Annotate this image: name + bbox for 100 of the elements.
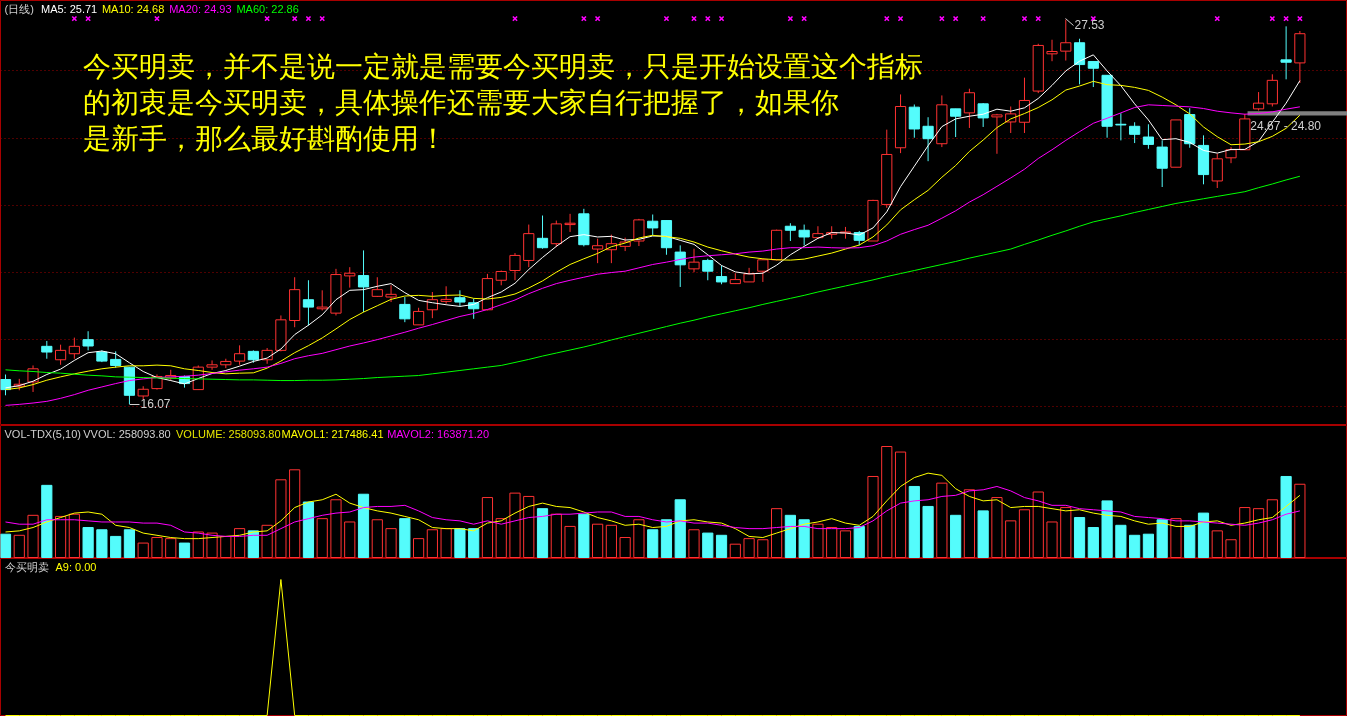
candlestick (82, 330, 94, 351)
bar (1184, 524, 1196, 558)
text: MA60: 22.86 (236, 2, 299, 15)
candlestick (812, 225, 824, 240)
bar (178, 542, 191, 558)
bar (826, 527, 838, 558)
bar (1225, 539, 1237, 558)
candlestick (316, 289, 328, 311)
bar (302, 501, 315, 558)
bar (619, 537, 631, 558)
bar (0, 533, 12, 558)
candlestick (454, 289, 466, 307)
bar (371, 519, 383, 558)
bar (385, 528, 397, 558)
candlestick (688, 248, 700, 273)
bar (977, 510, 989, 558)
candlestick (702, 258, 714, 281)
candlestick (234, 344, 246, 366)
candlestick (963, 88, 975, 129)
bar (1005, 520, 1017, 558)
bar (592, 523, 604, 558)
bar (991, 497, 1003, 558)
bar (881, 446, 893, 558)
annotation: 27.53 (1074, 17, 1105, 32)
candlestick (1280, 25, 1292, 80)
bar (165, 538, 177, 558)
bar (1156, 519, 1168, 558)
bar (220, 535, 232, 558)
bar (798, 519, 810, 558)
candlestick (1156, 139, 1168, 188)
candlestick (977, 102, 989, 128)
bar (605, 524, 617, 558)
bar (481, 497, 494, 558)
bar (1101, 500, 1113, 558)
bar (289, 469, 301, 558)
candlestick (564, 213, 576, 233)
bar (1129, 534, 1141, 558)
bar (812, 523, 824, 558)
candlestick (399, 296, 411, 323)
bar (963, 489, 975, 558)
text: MAVOL1: 217486.41 (281, 427, 384, 440)
bar (330, 499, 342, 558)
candlestick (1211, 153, 1223, 189)
text: VOLUME: 258093.80 (176, 427, 281, 440)
bar (660, 519, 673, 558)
candlestick (950, 108, 962, 138)
candlestick (592, 238, 604, 264)
bar (950, 514, 962, 558)
candlestick (357, 249, 370, 313)
bar (68, 513, 80, 558)
text: MA5: 25.71 (40, 2, 98, 15)
bar (922, 505, 934, 558)
bar (936, 482, 948, 558)
annotation: 的初衷是今买明卖，具体操作还需要大家自行把握了，如果你 (82, 86, 839, 118)
candlestick (1115, 112, 1127, 141)
bar (1115, 524, 1127, 558)
bar (151, 537, 163, 558)
bar (784, 514, 796, 558)
bar (234, 528, 246, 558)
bar (633, 519, 645, 558)
text: A9: 0.00 (55, 560, 97, 573)
bar (1170, 518, 1182, 558)
bar (1252, 508, 1265, 558)
bar (578, 513, 590, 558)
bar (853, 525, 865, 558)
candlestick (908, 103, 920, 139)
chart-title: VOL-TDX(5,10) (4, 427, 81, 440)
bar (647, 529, 659, 558)
bar (523, 495, 535, 558)
bar (1239, 507, 1251, 558)
bar (399, 518, 411, 558)
bar (275, 479, 287, 558)
candlestick (344, 266, 356, 289)
candlestick (1142, 123, 1154, 150)
bar (123, 529, 136, 558)
candlestick (1129, 121, 1141, 144)
annotation: 今买明卖，并不是说一定就是需要今买明卖，只是开始设置这个指标 (82, 50, 923, 82)
bar (839, 530, 852, 558)
chart-title: 今买明卖 (4, 560, 49, 573)
candlestick (798, 224, 810, 246)
candlestick (1060, 19, 1072, 62)
chart-title: (日线) (4, 2, 34, 15)
candlestick (1266, 73, 1278, 107)
bar (41, 484, 53, 558)
bar (743, 538, 755, 558)
bar (1294, 483, 1306, 558)
bar (206, 532, 218, 558)
candlestick (550, 220, 562, 248)
bar (1087, 527, 1099, 558)
bar (54, 515, 67, 558)
bar (495, 518, 507, 558)
bar (1032, 491, 1044, 558)
candlestick (647, 214, 659, 236)
bar (261, 524, 273, 558)
bar (82, 527, 94, 558)
bar (771, 508, 783, 558)
candlestick (991, 113, 1003, 155)
bar (757, 539, 769, 558)
candlestick (1073, 38, 1086, 85)
candlestick (385, 284, 397, 303)
